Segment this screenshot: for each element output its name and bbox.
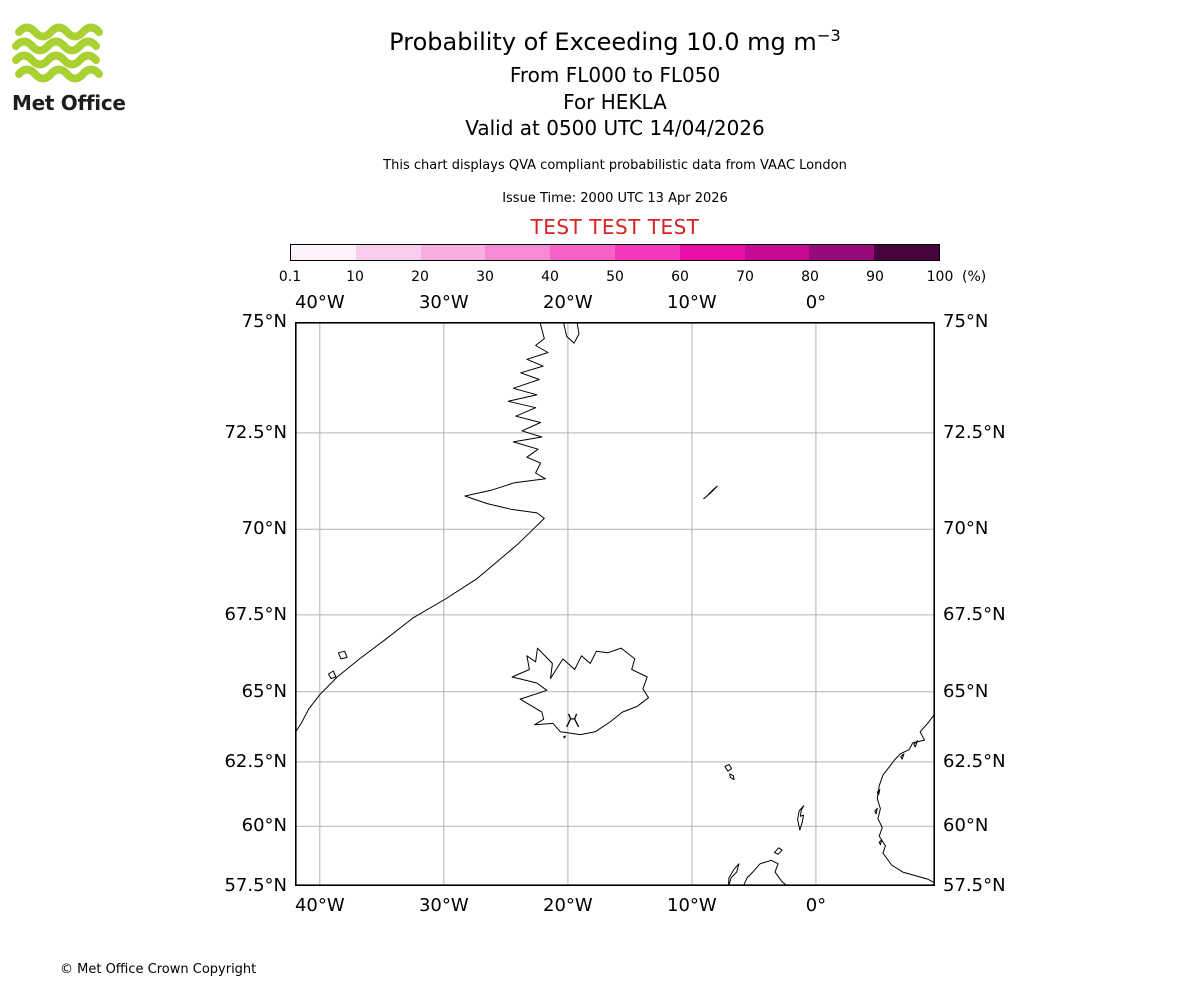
lat-label-left: 72.5°N (224, 421, 287, 443)
colorbar-tick-label: 0.1 (278, 269, 302, 285)
map-border (295, 322, 935, 886)
outer-hebrides-coastline (728, 863, 740, 886)
lat-label-left: 70°N (241, 518, 287, 540)
lon-label-bottom: 0° (805, 895, 827, 916)
lon-label-top: 30°W (418, 292, 469, 313)
norway-island-1-coastline (913, 740, 919, 748)
lat-label-left: 75°N (241, 311, 287, 332)
norway-island-3-coastline (876, 789, 881, 796)
colorbar-segment (550, 245, 615, 260)
lon-label-bottom: 30°W (418, 895, 469, 916)
colorbar-tick-label: 60 (671, 269, 689, 285)
lat-label-left: 67.5°N (224, 603, 287, 625)
lon-label-top: 0° (805, 292, 827, 313)
lat-label-right: 72.5°N (943, 421, 1006, 443)
lat-label-right: 70°N (943, 518, 989, 540)
coastline-layer (295, 322, 935, 886)
lon-label-bottom: 40°W (294, 895, 345, 916)
colorbar-tick-label: 40 (541, 269, 559, 285)
colorbar-segment (420, 245, 486, 260)
lat-label-left: 60°N (241, 815, 287, 837)
lat-label-right: 60°N (943, 815, 989, 837)
colorbar-segment (355, 245, 421, 260)
colorbar-segment (874, 245, 939, 260)
subtitle-volcano: For HEKLA (563, 90, 667, 114)
lon-label-bottom: 10°W (667, 895, 717, 916)
greenland-offshore-island-2-coastline (328, 670, 337, 679)
scotland-north-coast-coastline (742, 859, 788, 886)
iceland-coastline (511, 647, 649, 736)
jan-mayen-island-coastline (703, 485, 718, 500)
title-exponent: −3 (816, 26, 841, 45)
colorbar-segment (485, 245, 551, 260)
orkney-islands-coastline (773, 847, 783, 855)
probability-colorbar: (%) 0.1 10 20 30 40 50 60 70 80 90 100 (279, 244, 986, 285)
colorbar-tick-label: 90 (866, 269, 884, 285)
lat-label-left: 65°N (241, 680, 287, 702)
vestmannaeyjar-island-coastline (563, 735, 566, 739)
colorbar-unit-label: (%) (962, 269, 987, 285)
volcano-icon (566, 713, 580, 728)
test-banner: TEST TEST TEST (530, 215, 700, 239)
colorbar-segment (614, 245, 680, 260)
met-office-logo-text: Met Office (12, 91, 126, 115)
chart-description: This chart displays QVA compliant probab… (383, 158, 847, 173)
colorbar-tick-label: 10 (346, 269, 364, 285)
colorbar-tick-label: 100 (926, 269, 954, 285)
lat-label-right: 57.5°N (943, 875, 1006, 896)
greenland-north-peninsula-coastline (562, 322, 580, 344)
lon-label-top: 10°W (667, 292, 717, 313)
met-office-logo: Met Office (12, 22, 130, 115)
marker-layer (566, 713, 580, 728)
colorbar-segment (744, 245, 810, 260)
colorbar-tick-label: 50 (606, 269, 624, 285)
lat-label-right: 65°N (943, 680, 989, 702)
title-main: Probability of Exceeding 10.0 mg m (389, 28, 817, 56)
lat-label-right: 75°N (943, 311, 989, 332)
colorbar-segment (679, 245, 745, 260)
colorbar-tick-label: 70 (736, 269, 754, 285)
norway-island-5-coastline (878, 839, 883, 846)
colorbar-tick-labels: (%) 0.1 10 20 30 40 50 60 70 80 90 100 (279, 261, 986, 285)
colorbar-segment (809, 245, 875, 260)
norway-island-4-coastline (874, 807, 878, 815)
greenland-east-coast-coastline (295, 322, 549, 734)
norway-island-2-coastline (900, 753, 905, 760)
colorbar-tick-label: 20 (411, 269, 429, 285)
shetland-islands-coastline (797, 805, 805, 831)
lon-label-bottom: 20°W (543, 895, 593, 916)
colorbar-tick-label: 80 (801, 269, 819, 285)
lat-label-right: 62.5°N (943, 750, 1006, 772)
lat-label-left: 62.5°N (224, 750, 287, 772)
copyright-notice: © Met Office Crown Copyright (60, 962, 257, 977)
lat-label-left: 57.5°N (224, 875, 287, 896)
map-canvas (295, 322, 935, 886)
met-office-waves-icon (12, 23, 103, 83)
graticule-layer (295, 322, 935, 886)
lon-label-top: 20°W (543, 292, 593, 313)
colorbar-tick-label: 30 (476, 269, 494, 285)
page-title: Probability of Exceeding 10.0 mg m−3 (0, 26, 1200, 56)
norway-west-coast-coastline (876, 712, 935, 884)
colorbar-segment (291, 245, 356, 260)
volcano-marker-hekla (566, 713, 580, 728)
faroe-island-north-coastline (724, 764, 733, 772)
subtitle-flight-levels: From FL000 to FL050 (509, 63, 721, 87)
lat-label-right: 67.5°N (943, 603, 1006, 625)
colorbar-gradient (290, 244, 940, 261)
greenland-offshore-island-1-coastline (337, 650, 348, 660)
lon-label-top: 40°W (294, 292, 345, 313)
subtitle-valid-time: Valid at 0500 UTC 14/04/2026 (465, 116, 765, 140)
map-area: 40°W 40°W 30°W 30°W 20°W 20°W 10°W 10°W 0° 0° 75°N… (224, 292, 1005, 916)
faroe-island-south-coastline (729, 773, 735, 781)
issue-time: Issue Time: 2000 UTC 13 Apr 2026 (502, 191, 728, 206)
